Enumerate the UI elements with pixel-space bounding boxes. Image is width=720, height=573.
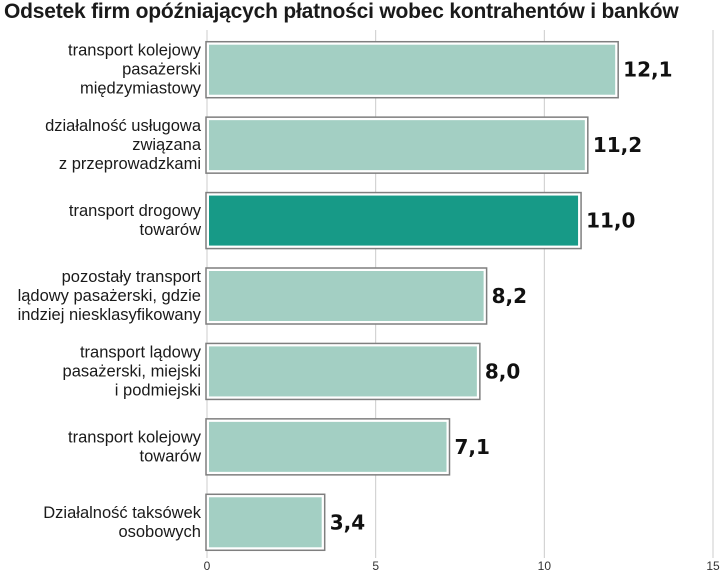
category-label-line: z przeprowadzkami — [59, 155, 201, 173]
category-label-line: towarów — [140, 221, 202, 239]
category-label-line: osobowych — [118, 523, 201, 541]
category-label-1: działalność usługowa związana z przeprowad… — [45, 117, 202, 173]
category-label-line: transport drogowy — [69, 202, 202, 220]
bar-3 — [209, 271, 484, 321]
category-label-line: indziej niesklasyfikowany — [18, 306, 202, 324]
bar-2 — [209, 195, 579, 246]
category-label-line: działalność usługowa — [45, 117, 202, 135]
value-label-0: 12,1 — [623, 58, 672, 82]
category-label-line: transport lądowy — [80, 343, 202, 361]
x-tick-label-3: 15 — [706, 559, 720, 573]
category-label-0: transport kolejowy pasażerski międzymiasto… — [68, 42, 202, 98]
bar-6 — [209, 497, 322, 548]
category-label-4: transport lądowy pasażerski, miejski i pod… — [63, 343, 202, 399]
category-label-line: towarów — [140, 447, 202, 465]
category-label-line: transport kolejowy — [68, 428, 202, 446]
value-label-2: 11,0 — [586, 209, 635, 233]
category-label-3: pozostały transport lądowy pasażerski, gd… — [18, 268, 202, 324]
category-label-5: transport kolejowy towarów — [68, 428, 202, 465]
category-label-line: związana — [132, 136, 202, 154]
bar-0 — [209, 44, 616, 95]
category-label-line: Działalność taksówek — [43, 504, 201, 522]
x-tick-label-1: 5 — [372, 559, 379, 573]
category-label-line: i podmiejski — [115, 381, 201, 399]
category-label-line: lądowy pasażerski, gdzie — [18, 287, 201, 305]
category-label-line: pasażerski, miejski — [63, 362, 201, 380]
category-label-line: pasażerski — [122, 61, 201, 79]
value-label-6: 3,4 — [330, 510, 365, 534]
value-label-1: 11,2 — [593, 133, 642, 157]
bar-4 — [209, 346, 477, 397]
x-tick-label-2: 10 — [538, 559, 552, 573]
value-label-5: 7,1 — [455, 435, 490, 459]
category-label-2: transport drogowy towarów — [69, 202, 202, 239]
value-label-3: 8,2 — [492, 284, 527, 308]
category-label-line: pozostały transport — [62, 268, 202, 286]
chart-title: Odsetek firm opóźniających płatności wob… — [4, 0, 679, 23]
bar-1 — [209, 120, 585, 171]
category-label-line: transport kolejowy — [68, 42, 202, 60]
bar-5 — [209, 421, 447, 472]
value-label-4: 8,0 — [485, 359, 520, 383]
category-label-6: Działalność taksówek osobowych — [43, 504, 201, 541]
category-label-line: międzymiastowy — [80, 80, 202, 98]
x-tick-label-0: 0 — [204, 559, 211, 573]
